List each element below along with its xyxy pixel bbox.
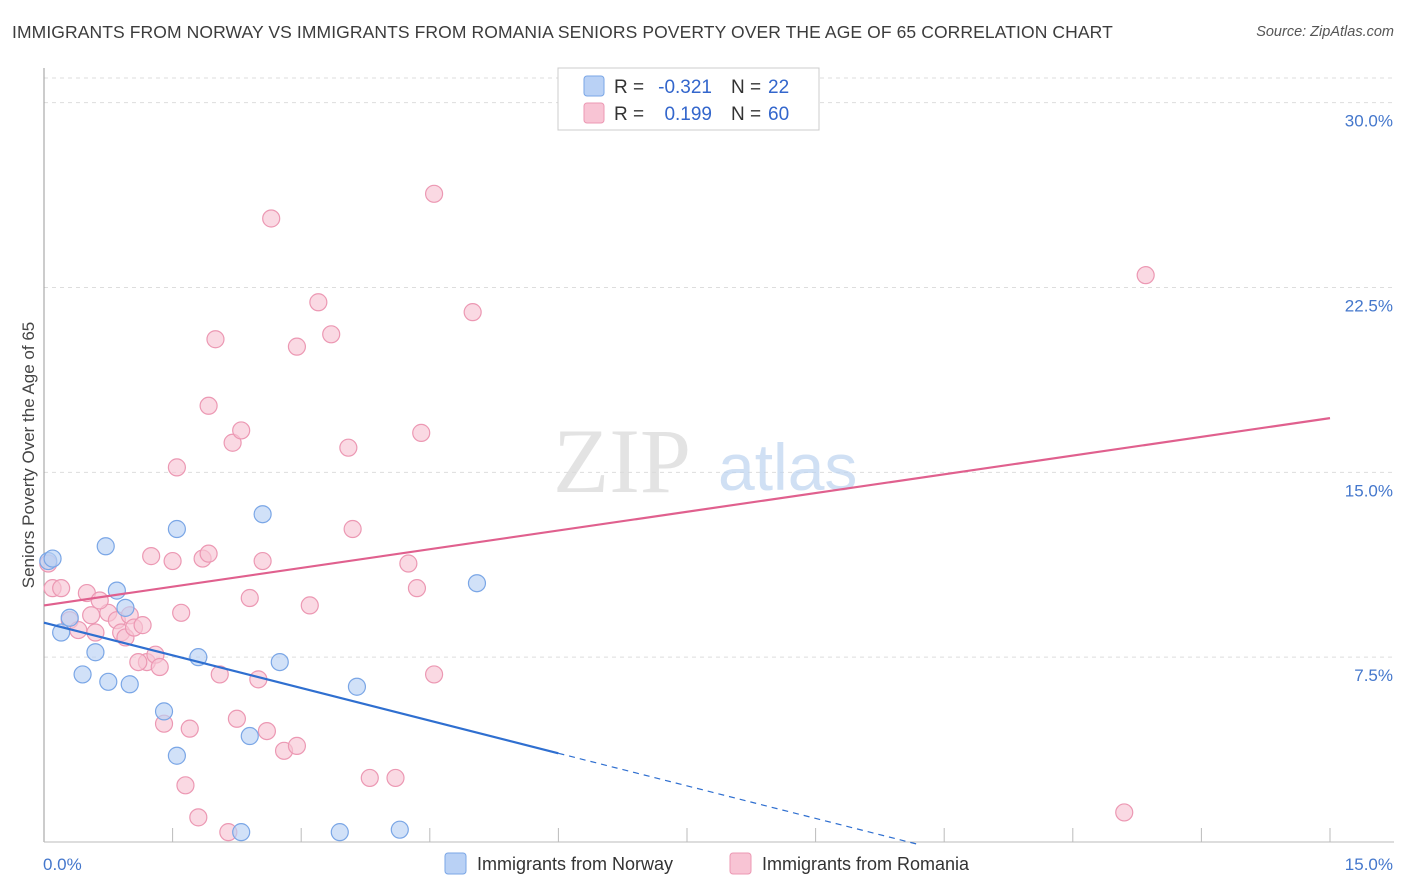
romania-point	[287, 736, 307, 755]
romania-point	[199, 396, 218, 415]
romania-point	[172, 603, 191, 622]
romania-point	[386, 768, 405, 788]
legend-n-label-norway: N =	[731, 77, 761, 98]
norway-point	[467, 574, 487, 593]
romania-point	[189, 808, 208, 827]
norway-point	[120, 675, 139, 694]
norway-point	[116, 598, 135, 617]
x-ticks	[172, 828, 1331, 842]
norway-point	[154, 702, 174, 721]
norway-point	[167, 519, 186, 539]
legend-r-label-romania: R =	[614, 104, 644, 125]
romania-point	[150, 657, 169, 677]
romania-point	[86, 623, 105, 642]
legend-swatch-romania	[583, 102, 605, 124]
bottom-legend-swatch-norway	[444, 852, 467, 875]
romania-series	[39, 184, 1155, 842]
legend-r-label-norway: R =	[614, 77, 644, 98]
romania-point	[163, 551, 182, 571]
norway-point	[253, 505, 272, 524]
romania-point	[142, 547, 161, 566]
watermark-zip: ZIP	[553, 410, 691, 512]
romania-point	[223, 433, 242, 452]
y-tick-label: 15.0%	[1345, 481, 1393, 500]
romania-point	[339, 438, 358, 457]
romania-point	[90, 591, 109, 610]
romania-point	[407, 579, 427, 598]
romania-point	[262, 209, 281, 228]
source-label: Source: ZipAtlas.com	[1256, 24, 1394, 40]
y-tick-labels: 7.5% 15.0% 22.5% 30.0%	[1345, 112, 1393, 686]
romania-point	[424, 665, 444, 684]
romania-point	[210, 665, 229, 684]
romania-point	[180, 719, 199, 738]
legend-n-label-romania: N =	[731, 104, 761, 125]
legend-n-value-romania: 60	[768, 104, 789, 125]
romania-point	[343, 519, 362, 539]
norway-point	[390, 820, 409, 839]
romania-point	[399, 554, 418, 573]
y-tick-label: 7.5%	[1354, 666, 1393, 685]
y-axis-label: Seniors Poverty Over the Age of 65	[19, 322, 38, 588]
romania-point	[52, 579, 71, 598]
romania-point	[309, 293, 328, 312]
norway-point	[232, 823, 251, 842]
norway-series	[39, 505, 487, 842]
norway-point	[99, 672, 118, 691]
legend-r-value-romania: 0.199	[664, 104, 712, 125]
norway-point	[240, 726, 259, 746]
romania-point	[257, 721, 277, 741]
norway-point	[347, 677, 367, 696]
norway-point	[270, 652, 289, 672]
legend-n-value-norway: 22	[768, 77, 789, 98]
romania-point	[1115, 803, 1134, 822]
romania-point	[360, 768, 379, 788]
romania-point	[206, 330, 225, 349]
romania-point	[300, 596, 319, 615]
norway-point	[60, 608, 79, 627]
romania-point	[227, 709, 246, 728]
norway-point	[43, 549, 62, 568]
romania-point	[129, 652, 148, 672]
romania-trend-line	[43, 417, 1331, 607]
correlation-legend: R = -0.321 N = 22 R = 0.199 N = 60	[557, 67, 820, 131]
legend-swatch-norway	[583, 75, 605, 97]
norway-point	[330, 823, 349, 842]
romania-point	[322, 325, 341, 344]
romania-point	[253, 551, 272, 571]
watermark-atlas: atlas	[718, 430, 857, 504]
romania-point	[82, 606, 101, 625]
romania-point	[412, 423, 431, 442]
norway-trend-line	[43, 621, 559, 755]
norway-point	[167, 746, 186, 765]
x-tick-label-min: 0.0%	[43, 855, 82, 874]
series-legend: Immigrants from Norway Immigrants from R…	[444, 852, 970, 875]
trend-lines	[43, 417, 1331, 846]
romania-point	[1136, 266, 1155, 285]
norway-point	[96, 537, 115, 556]
legend-r-value-norway: -0.321	[658, 77, 712, 98]
romania-point	[240, 588, 259, 608]
x-tick-label-max: 15.0%	[1345, 855, 1393, 874]
grid	[44, 77, 1394, 658]
romania-point	[167, 458, 186, 477]
romania-point	[424, 184, 444, 203]
romania-point	[199, 544, 218, 563]
romania-point	[287, 337, 307, 356]
bottom-legend-swatch-romania	[729, 852, 752, 875]
romania-point	[176, 776, 195, 795]
bottom-legend-label-romania: Immigrants from Romania	[762, 854, 970, 874]
norway-point	[73, 665, 92, 684]
romania-point	[232, 421, 251, 440]
y-tick-label: 22.5%	[1345, 296, 1393, 315]
bottom-legend-label-norway: Immigrants from Norway	[477, 854, 673, 874]
romania-point	[463, 303, 482, 322]
romania-point	[133, 616, 152, 635]
y-tick-label: 30.0%	[1345, 112, 1393, 131]
norway-point	[86, 643, 105, 662]
chart-title: IMMIGRANTS FROM NORWAY VS IMMIGRANTS FRO…	[12, 22, 1113, 42]
norway-trend-extension	[558, 752, 919, 846]
